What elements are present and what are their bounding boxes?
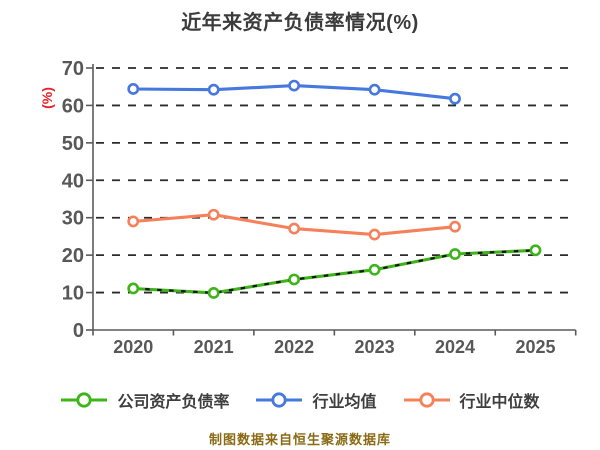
data-point-industry_median-2024 [449, 220, 461, 233]
data-point-company-2021 [207, 287, 220, 299]
legend: 公司资产负债率 行业均值 行业中位数 [0, 388, 600, 412]
data-point-industry_mean-2020 [127, 83, 140, 95]
data-point-industry_median-2023 [368, 228, 381, 241]
y-tick-label-30: 30 [62, 208, 84, 230]
y-tick-label-0: 0 [73, 320, 84, 342]
legend-label-industry-median: 行业中位数 [459, 394, 540, 411]
footer-credit: 制图数据来自恒生聚源数据库 [208, 432, 391, 447]
data-point-company-2022 [288, 273, 301, 286]
y-tick-label-70: 70 [62, 58, 84, 80]
legend-item-company: 公司资产负债率 [60, 388, 229, 412]
data-point-industry_mean-2022 [288, 79, 301, 92]
y-tick-label-60: 60 [62, 95, 84, 117]
data-point-industry_mean-2024 [449, 92, 461, 105]
data-point-company-2023 [368, 263, 381, 276]
x-tick-label-2023: 2023 [355, 337, 395, 357]
legend-item-industry-mean: 行业均值 [255, 388, 377, 412]
chart-title: 近年来资产负债率情况(%) [181, 12, 419, 34]
legend-label-company: 公司资产负债率 [117, 394, 230, 411]
data-point-industry_median-2022 [288, 222, 301, 235]
series-company-dash-overlay [133, 249, 536, 295]
x-tick-label-2020: 2020 [113, 337, 153, 357]
data-point-industry_mean-2021 [207, 83, 220, 96]
legend-marker-industry-median-icon [403, 392, 450, 408]
x-tick-label-2021: 2021 [194, 337, 234, 357]
y-tick-label-10: 10 [62, 283, 84, 305]
y-tick-label-20: 20 [62, 245, 84, 267]
data-point-industry_mean-2023 [368, 83, 381, 96]
legend-label-industry-mean: 行业均值 [312, 394, 377, 411]
x-tick-label-2024: 2024 [435, 337, 475, 357]
y-tick-label-40: 40 [62, 170, 84, 192]
data-point-company-2024 [449, 248, 461, 260]
x-tick-label-2022: 2022 [274, 337, 314, 357]
data-point-company-2020 [127, 282, 140, 295]
legend-marker-industry-mean-icon [256, 392, 303, 408]
y-tick-label-50: 50 [62, 133, 84, 155]
data-point-industry_median-2020 [127, 215, 140, 228]
legend-marker-company-icon [61, 392, 108, 408]
x-tick-label-2025: 2025 [515, 337, 555, 357]
series-company-line [131, 248, 538, 295]
legend-item-industry-median: 行业中位数 [403, 388, 540, 412]
data-point-industry_median-2021 [207, 208, 220, 221]
data-point-company-2025 [529, 244, 542, 257]
